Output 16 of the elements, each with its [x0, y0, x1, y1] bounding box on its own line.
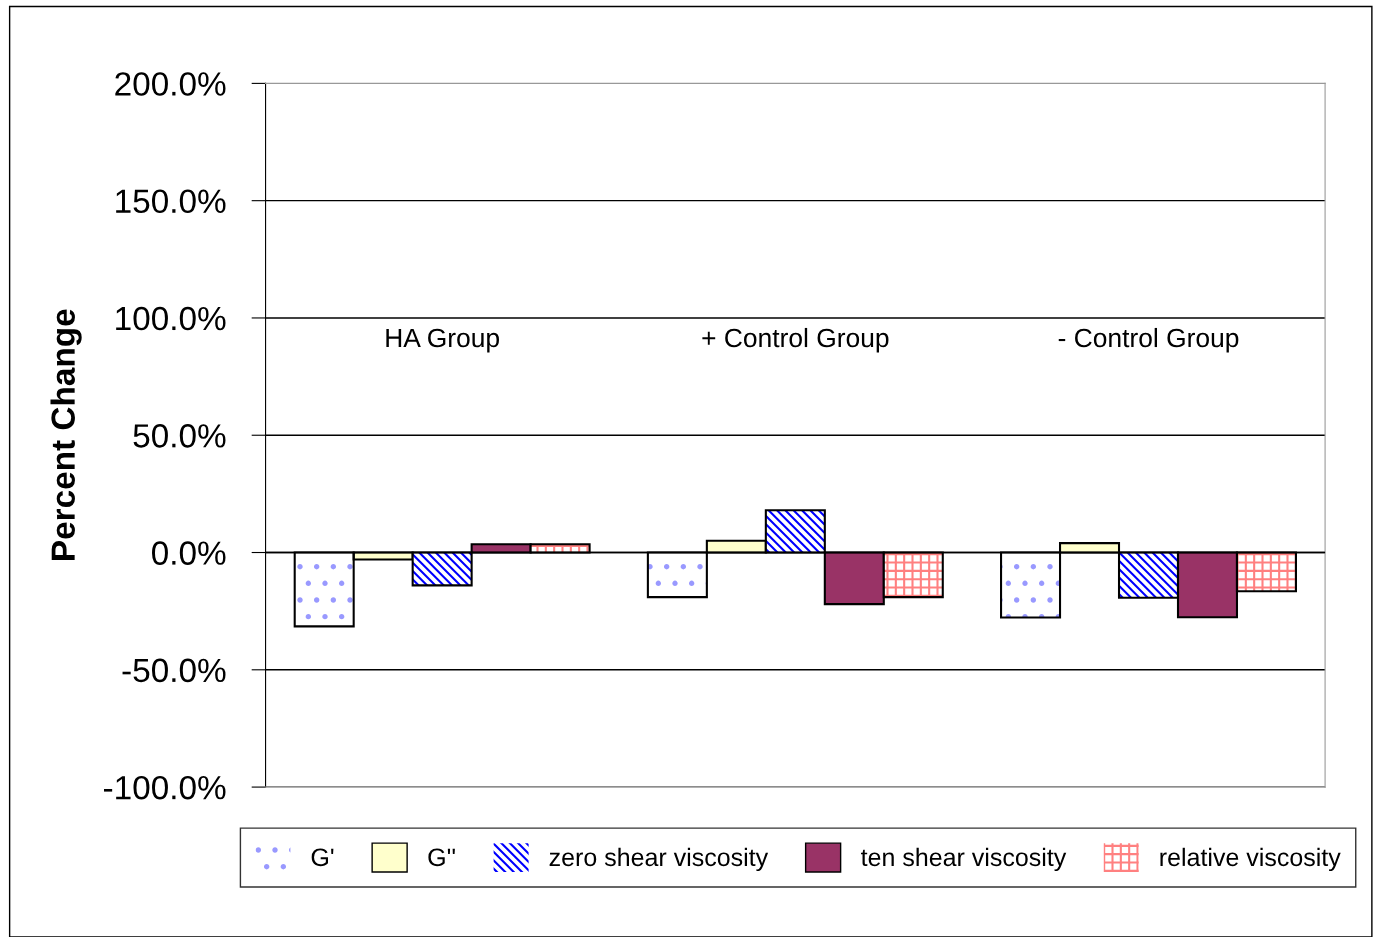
- y-tick-label: 200.0%: [115, 72, 226, 96]
- y-tick-label: -100.0%: [104, 775, 226, 800]
- y-tick-label: 150.0%: [116, 189, 226, 214]
- legend-label: zero shear viscosity: [549, 847, 769, 872]
- y-tick-label: 0.0%: [152, 541, 226, 565]
- x-tick-label: - Control Group: [1058, 327, 1239, 353]
- x-tick-label: + Control Group: [702, 327, 889, 353]
- legend-label: relative viscosity: [1160, 847, 1341, 872]
- y-tick-label: 50.0%: [133, 424, 226, 448]
- legend-label: G'': [428, 848, 455, 867]
- x-tick-label: HA Group: [386, 328, 499, 353]
- y-tick-label: -50.0%: [122, 658, 226, 683]
- legend-label: ten shear viscosity: [861, 847, 1067, 872]
- legend-label: G': [311, 848, 334, 867]
- y-tick-label: 100.0%: [116, 306, 226, 331]
- y-axis-title: Percent Change: [50, 309, 82, 560]
